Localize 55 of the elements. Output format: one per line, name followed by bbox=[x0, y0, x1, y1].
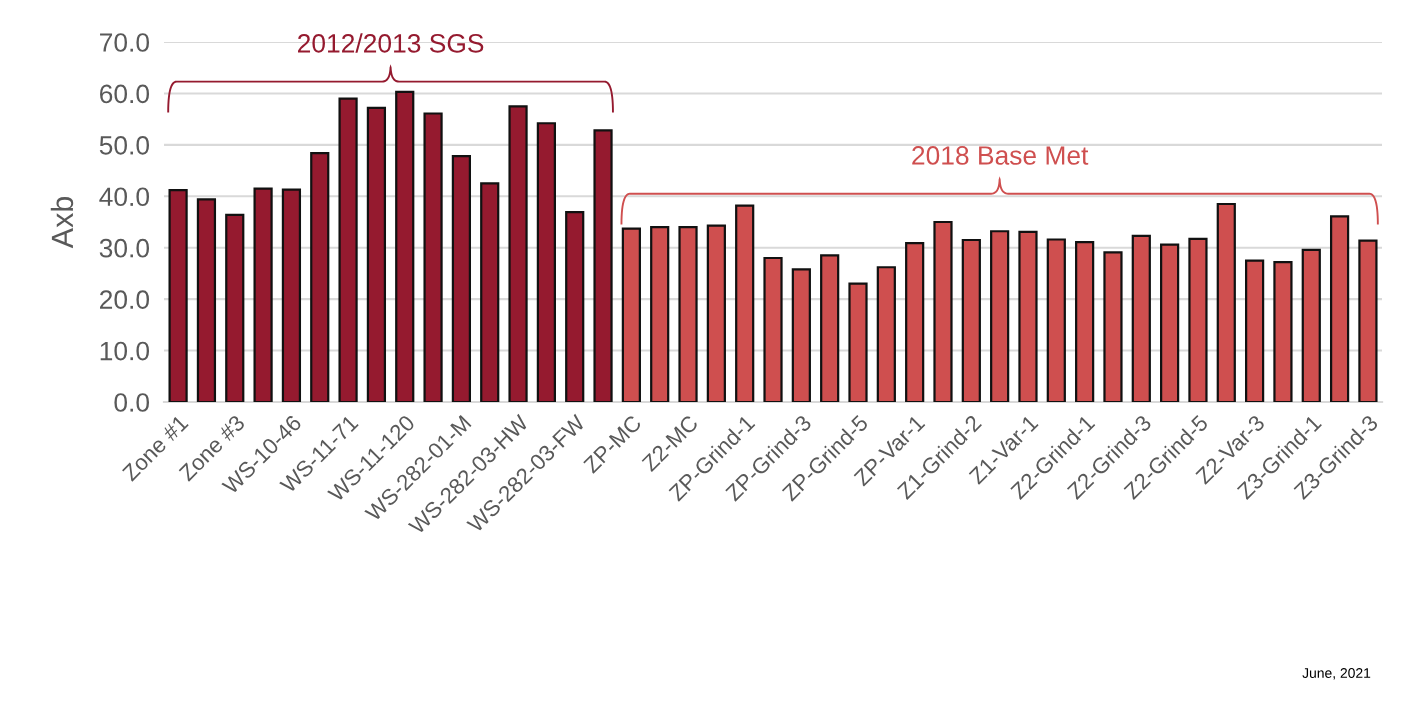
bar bbox=[1273, 261, 1293, 402]
bar bbox=[961, 238, 981, 402]
bar bbox=[1188, 237, 1208, 402]
bar bbox=[876, 266, 896, 402]
bar bbox=[480, 182, 500, 402]
bar bbox=[791, 268, 811, 402]
bar bbox=[678, 226, 698, 402]
bar bbox=[451, 155, 472, 402]
bar bbox=[1103, 251, 1123, 402]
y-tick-label: 20.0 bbox=[100, 290, 150, 309]
y-tick-label: 0.0 bbox=[114, 393, 150, 412]
bar bbox=[848, 282, 868, 402]
bar bbox=[508, 105, 528, 402]
bar bbox=[763, 256, 783, 402]
bar bbox=[338, 97, 358, 402]
bar bbox=[735, 204, 755, 402]
bar bbox=[1075, 240, 1095, 402]
bar bbox=[366, 106, 387, 402]
bar bbox=[621, 227, 641, 402]
bar bbox=[225, 213, 245, 402]
bar bbox=[565, 211, 585, 402]
bar bbox=[1245, 259, 1265, 402]
bar bbox=[933, 220, 953, 402]
bar bbox=[1301, 248, 1321, 402]
y-tick-label: 60.0 bbox=[100, 84, 150, 104]
bar bbox=[593, 129, 613, 402]
bar bbox=[1160, 243, 1180, 402]
bar bbox=[395, 90, 415, 402]
series-label: 2012/2013 SGS bbox=[298, 33, 484, 53]
bar bbox=[1046, 238, 1066, 402]
bar bbox=[1018, 230, 1038, 402]
bar bbox=[905, 241, 925, 402]
bar bbox=[536, 122, 556, 402]
y-tick-label: 70.0 bbox=[100, 33, 150, 52]
y-axis-title: Axb bbox=[50, 196, 74, 249]
bar bbox=[1330, 215, 1350, 402]
bar bbox=[196, 198, 217, 402]
bar bbox=[310, 151, 330, 402]
y-tick-label: 40.0 bbox=[99, 187, 150, 207]
bar bbox=[820, 254, 840, 402]
bar bbox=[168, 189, 188, 402]
bar bbox=[253, 187, 273, 402]
bar bbox=[990, 230, 1010, 402]
bar bbox=[1216, 202, 1236, 402]
y-tick-label: 10.0 bbox=[100, 341, 150, 361]
y-tick-label: 50.0 bbox=[99, 136, 150, 155]
bar bbox=[1131, 234, 1151, 402]
text: June, 2021 bbox=[1302, 668, 1371, 680]
y-tick-label: 30.0 bbox=[99, 238, 150, 258]
bar bbox=[650, 226, 670, 402]
text: 2018 Base Met bbox=[912, 146, 1089, 165]
bar bbox=[281, 188, 302, 402]
bar bbox=[706, 224, 726, 402]
bar bbox=[1358, 239, 1378, 402]
bar bbox=[423, 112, 443, 402]
